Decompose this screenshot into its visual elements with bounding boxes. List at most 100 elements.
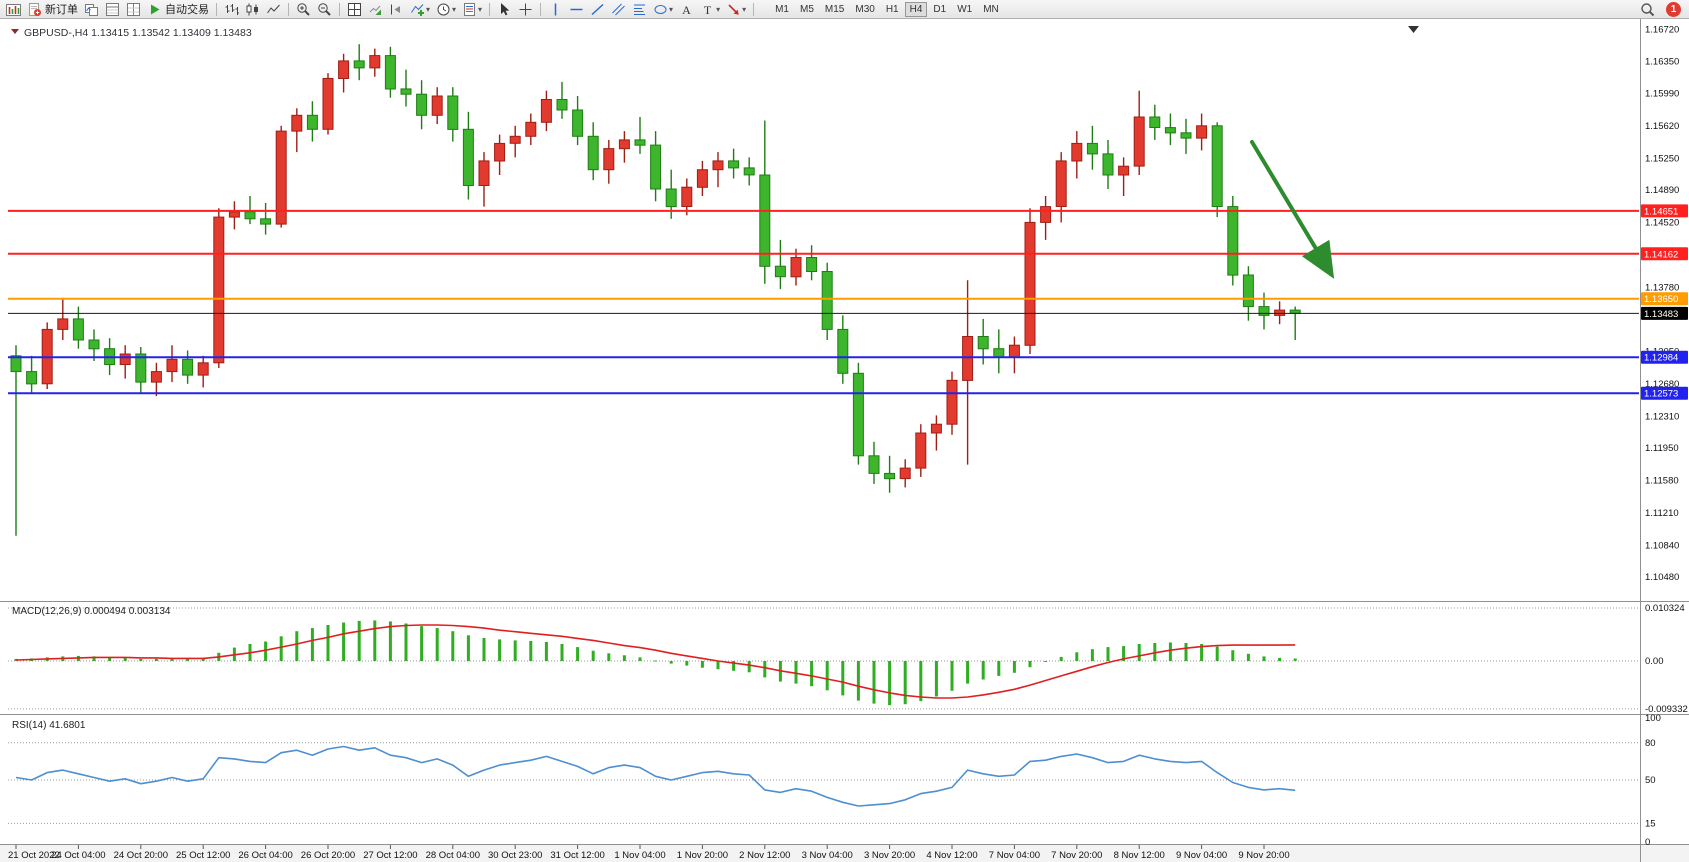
macd-label: MACD(12,26,9) 0.000494 0.003134 (12, 606, 171, 617)
candle-body (572, 109, 584, 137)
candle-body (696, 169, 708, 188)
timeframe-w1[interactable]: W1 (957, 3, 973, 15)
time-axis-label: 1 Nov 04:00 (614, 850, 665, 861)
new-order-button[interactable]: 新订单 (24, 0, 81, 19)
timeframe-d1[interactable]: D1 (933, 3, 947, 15)
shapes-icon[interactable]: ▾ (650, 0, 676, 19)
candlestick-chart-icon (246, 3, 258, 15)
macd-histogram-bar (544, 642, 548, 661)
data-window-icon (127, 2, 140, 16)
time-axis-label: 7 Nov 04:00 (989, 850, 1040, 861)
macd-histogram-bar (1012, 661, 1016, 673)
candle-body (806, 257, 818, 272)
candle-body (603, 148, 615, 171)
bar-chart-icon[interactable] (221, 0, 242, 19)
macd-histogram-bar (903, 661, 907, 705)
notification-badge[interactable]: 1 (1666, 1, 1681, 17)
arrows-icon[interactable]: ▾ (723, 0, 749, 19)
candlestick-chart-icon[interactable] (242, 0, 263, 19)
equidistant-channel-icon[interactable] (608, 0, 629, 19)
market-watch-icon (106, 2, 119, 16)
timeframe-m30[interactable]: M30 (855, 3, 875, 15)
zoom-out-icon[interactable] (314, 0, 335, 19)
timeframe-mn[interactable]: MN (983, 3, 999, 15)
autotrading-button[interactable]: 自动交易 (144, 0, 212, 19)
zoom-in-icon[interactable] (293, 0, 314, 19)
candle-body (353, 60, 365, 69)
cursor-icon[interactable] (494, 0, 515, 19)
text-label-icon: T (704, 3, 712, 17)
pivot-line-badge-label: 1.13650 (1644, 294, 1678, 305)
macd-histogram-bar (966, 661, 970, 684)
support-line-1-badge (1641, 350, 1688, 364)
timeframe-h1[interactable]: H1 (885, 3, 899, 15)
timeframe-h4[interactable]: H4 (904, 1, 928, 17)
chart-window-icon[interactable] (3, 0, 24, 19)
candle-body (587, 135, 599, 171)
auto-scroll-icon[interactable] (365, 0, 386, 19)
price-axis-label: 1.15990 (1645, 88, 1679, 99)
dropdown-caret-icon: ▾ (478, 4, 483, 14)
indicators-icon[interactable]: ▾ (407, 0, 433, 19)
timeframe-m15[interactable]: M15 (824, 3, 845, 15)
pivot-line-badge (1641, 292, 1688, 306)
line-chart-icon[interactable] (263, 0, 284, 19)
macd-histogram-bar (108, 657, 112, 661)
candle-body (447, 95, 459, 130)
zoom-out-icon (318, 2, 331, 16)
rsi-panel[interactable]: 100 80 50 15 0 (8, 713, 1661, 848)
search-icon[interactable] (1637, 0, 1658, 19)
symbol-collapse-icon[interactable] (11, 29, 19, 34)
macd-histogram-bar (685, 661, 689, 666)
time-axis-strip[interactable] (0, 845, 1689, 862)
macd-histogram-bar (763, 661, 767, 678)
candle-body (322, 77, 334, 130)
chart-shift-marker[interactable] (1408, 26, 1419, 33)
tile-windows-icon[interactable] (344, 0, 365, 19)
macd-histogram-bar (498, 639, 502, 661)
macd-histogram-bar (669, 661, 673, 664)
candle-body (930, 423, 942, 434)
candle-body (1227, 206, 1239, 276)
chart-shift-icon[interactable] (386, 0, 407, 19)
trend-arrow-annotation[interactable] (1250, 140, 1335, 279)
macd-histogram-bar (591, 650, 595, 661)
trendline-icon[interactable] (587, 0, 608, 19)
vertical-line-icon[interactable] (545, 0, 566, 19)
candle-body (478, 160, 490, 186)
charts-profile-icon[interactable] (81, 0, 102, 19)
toolbar-right-group: 1 (1637, 0, 1686, 19)
macd-histogram-bar (154, 658, 158, 661)
time-axis-label: 30 Oct 23:00 (488, 850, 542, 861)
macd-histogram-bar (482, 637, 486, 661)
candle-body (915, 432, 927, 469)
horizontal-line-icon (570, 8, 583, 10)
time-axis-label: 26 Oct 20:00 (301, 850, 355, 861)
macd-axis-label: 0.010324 (1645, 603, 1685, 614)
candle-body (228, 211, 240, 218)
timeframe-m1[interactable]: M1 (775, 3, 789, 15)
time-axis-label: 2 Nov 12:00 (739, 850, 790, 861)
crosshair-icon[interactable] (515, 0, 536, 19)
macd-histogram-bar (1184, 643, 1188, 661)
timeframe-m5[interactable]: M5 (800, 3, 814, 15)
periods-icon (437, 3, 450, 15)
bar-chart-icon (225, 3, 239, 15)
macd-histogram-bar (1028, 661, 1032, 668)
templates-icon[interactable]: ▾ (459, 0, 485, 19)
macd-histogram-bar (295, 631, 299, 661)
market-watch-icon[interactable] (102, 0, 123, 19)
rsi-line (15, 745, 1296, 807)
macd-panel[interactable]: 0.010324 0.00 -0.009332 (8, 603, 1688, 715)
data-window-icon[interactable] (123, 0, 144, 19)
text-icon[interactable]: A (676, 0, 697, 19)
macd-histogram-bar (1278, 657, 1282, 661)
text-label-icon[interactable]: T ▾ (697, 0, 723, 19)
fibonacci-icon[interactable] (629, 0, 650, 19)
horizontal-line-icon[interactable] (566, 0, 587, 19)
rsi-label: RSI(14) 41.6801 (12, 720, 86, 731)
macd-histogram-bar (1246, 653, 1250, 661)
periods-icon[interactable]: ▾ (433, 0, 459, 19)
